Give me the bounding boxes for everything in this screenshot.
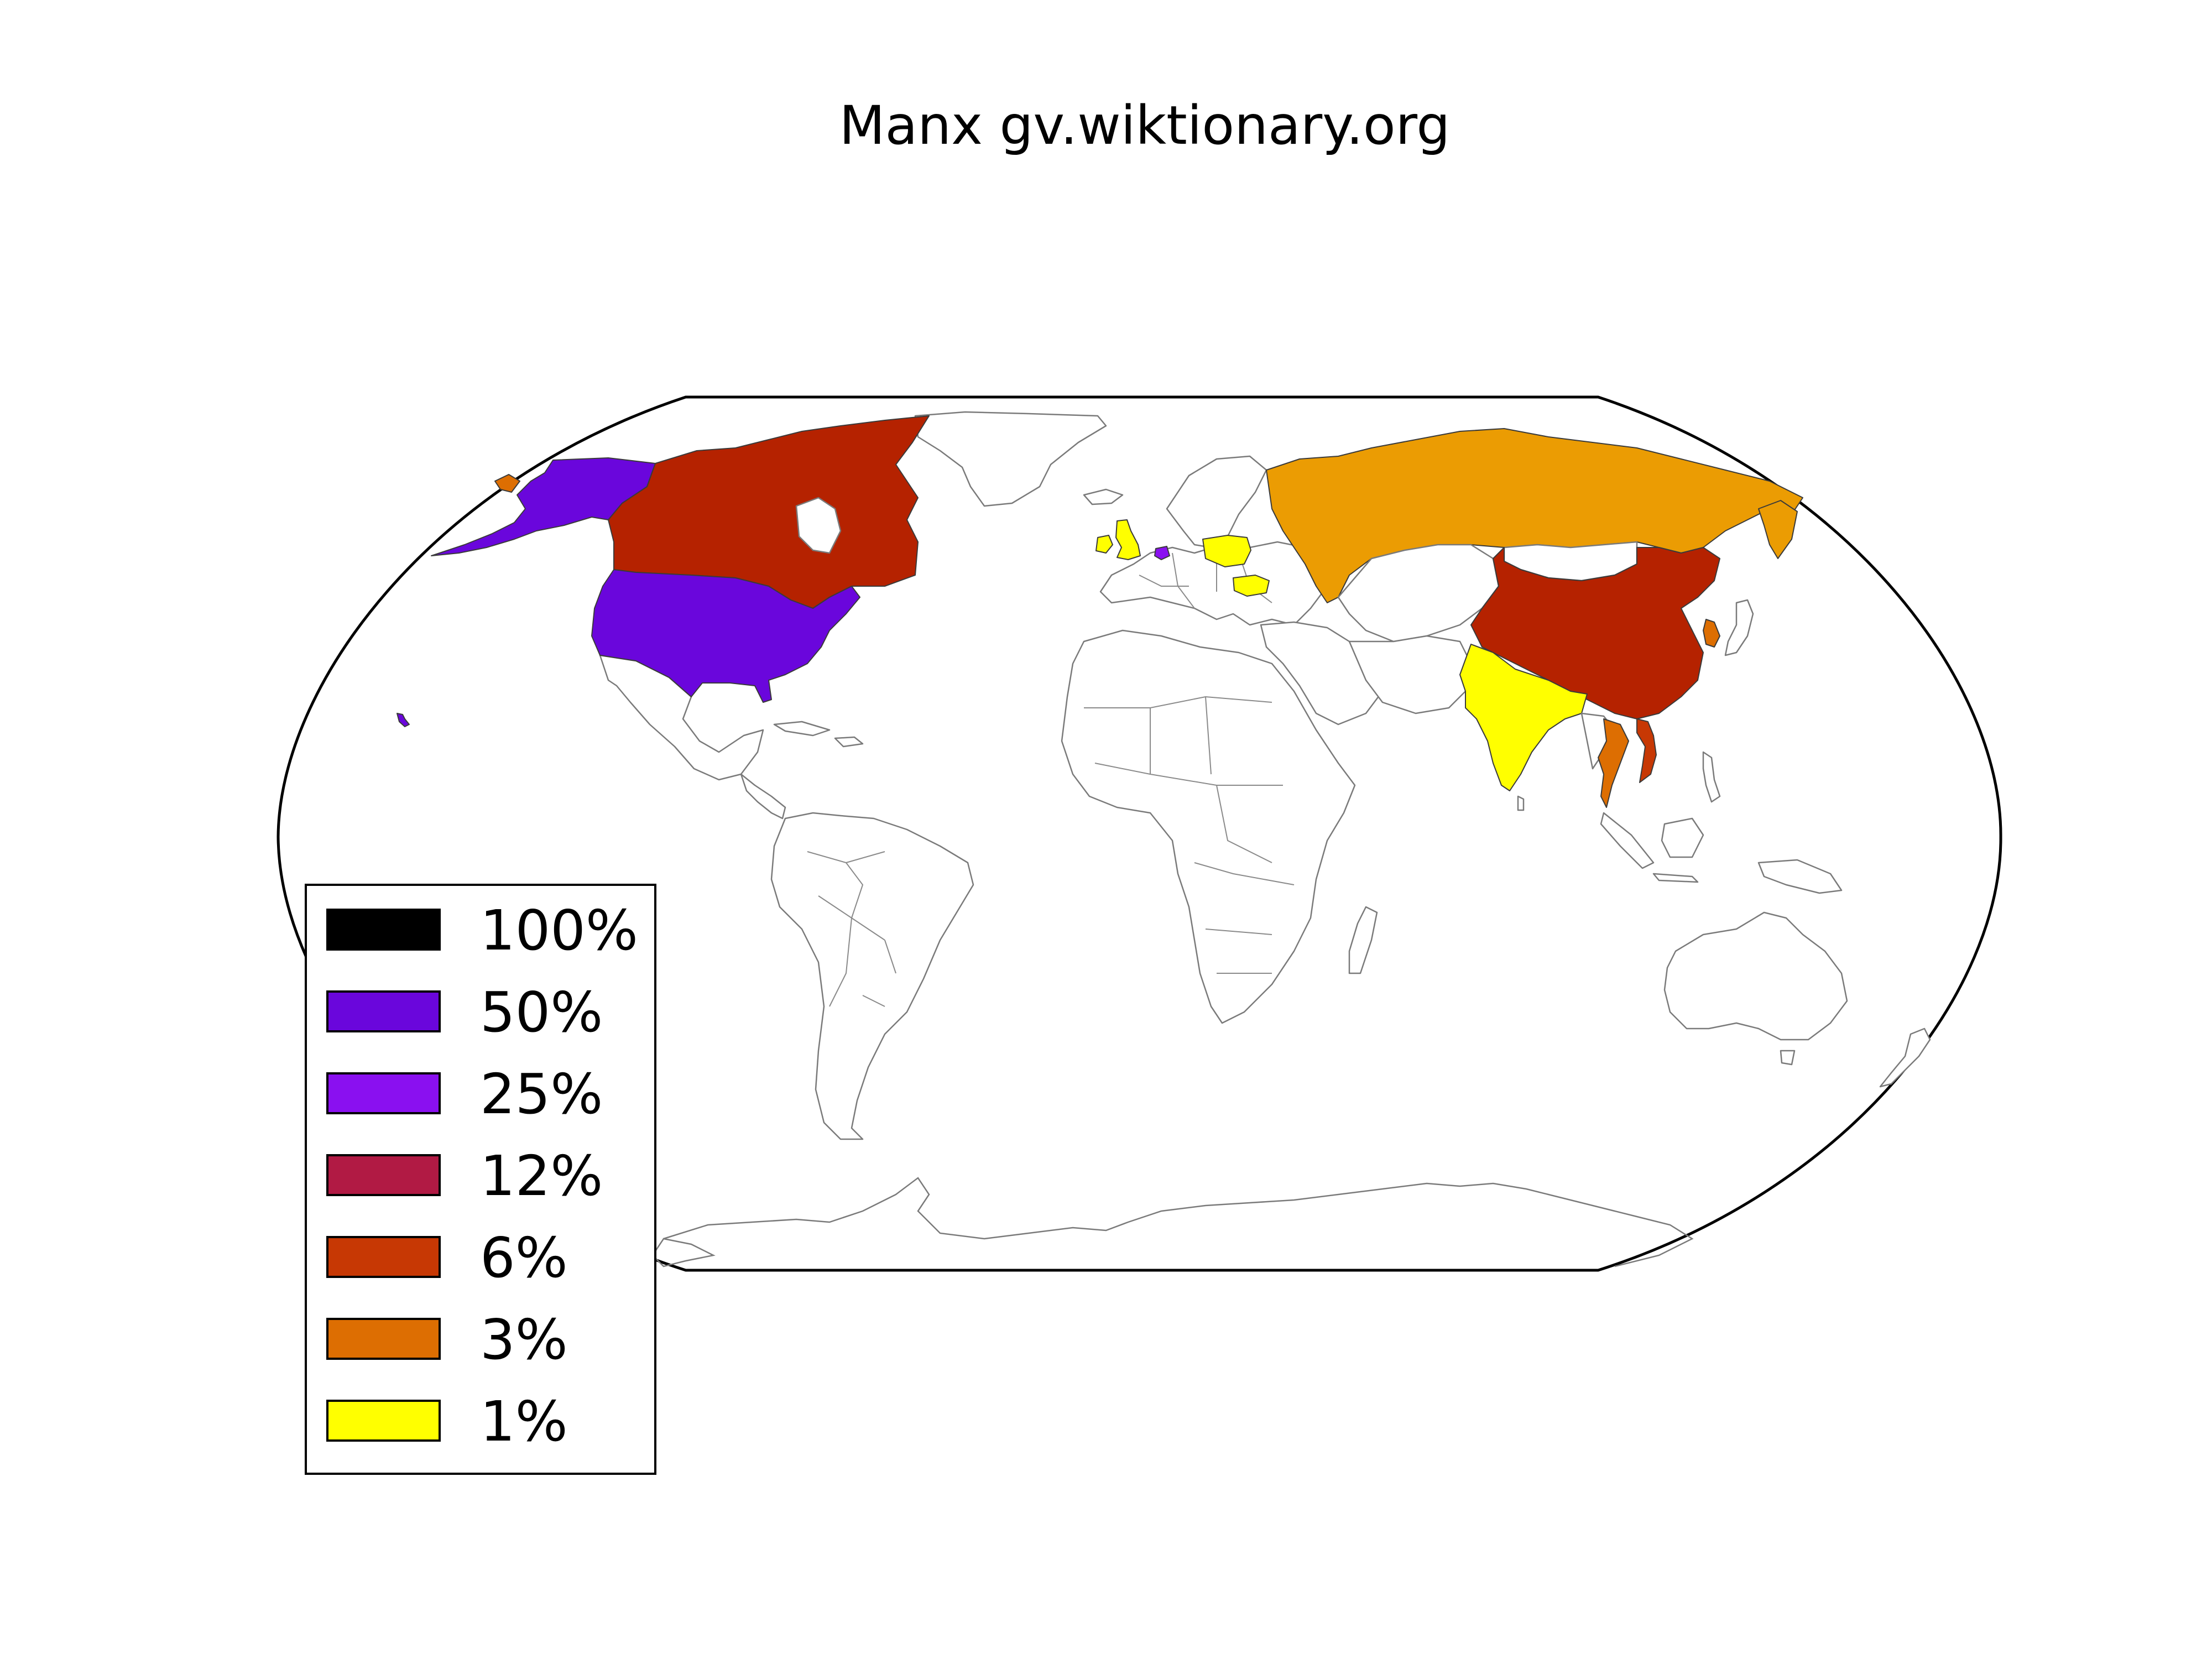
region-india (1459, 644, 1588, 791)
south-america-borders (807, 851, 896, 1007)
region-china (1470, 547, 1720, 719)
legend-label: 100% (480, 898, 638, 963)
iceland (1083, 488, 1124, 505)
region-thailand (1598, 718, 1629, 808)
philippines (1702, 751, 1721, 803)
region-poland (1202, 535, 1251, 567)
map-title: Manx gv.wiktionary.org (839, 95, 1451, 156)
region-chukotka-corner (494, 474, 520, 493)
legend-swatch (326, 1072, 441, 1114)
region-south-korea (1703, 619, 1720, 648)
hudson-bay (795, 497, 842, 554)
tasmania (1780, 1050, 1796, 1066)
region-vietnam (1636, 718, 1657, 783)
europe-borders (1139, 552, 1272, 609)
cuba (773, 721, 831, 737)
sumatra (1600, 812, 1655, 869)
australia (1663, 911, 1848, 1041)
legend-items: 100% 50% 25% 12% 6% 3% 1% (326, 898, 638, 1454)
legend-swatch (326, 1154, 441, 1196)
scandinavia (1166, 455, 1267, 549)
region-russia-east (1758, 500, 1798, 559)
south-america (770, 812, 974, 1140)
region-netherlands (1154, 546, 1170, 560)
antarctica (663, 1177, 1694, 1267)
legend-label: 3% (480, 1307, 568, 1372)
java (1652, 873, 1699, 883)
region-ireland (1095, 535, 1113, 554)
africa-borders (1084, 696, 1295, 974)
legend-label: 12% (480, 1144, 603, 1208)
legend-swatch (326, 909, 441, 951)
new-zealand (1879, 1027, 1931, 1088)
borneo (1661, 817, 1704, 858)
new-guinea (1757, 859, 1843, 894)
region-romania (1233, 575, 1270, 597)
region-hawaii (397, 713, 410, 727)
region-united-states (591, 569, 860, 703)
legend-label: 50% (480, 980, 603, 1045)
legend-swatch (326, 1236, 441, 1278)
central-america (740, 773, 786, 820)
greenland (914, 411, 1107, 507)
region-united-kingdom (1115, 519, 1141, 560)
africa (1061, 629, 1356, 1024)
japan (1724, 599, 1754, 656)
legend-swatch (326, 990, 441, 1032)
sri-lanka (1517, 795, 1525, 811)
legend-label: 25% (480, 1062, 603, 1126)
legend-swatch (326, 1318, 441, 1360)
region-canada (608, 415, 930, 609)
legend-swatch (326, 1400, 441, 1442)
legend: 100% 50% 25% 12% 6% 3% 1% (305, 884, 656, 1475)
legend-label: 6% (480, 1225, 568, 1290)
legend-label: 1% (480, 1389, 568, 1454)
hispaniola (834, 736, 864, 748)
madagascar (1348, 906, 1378, 974)
